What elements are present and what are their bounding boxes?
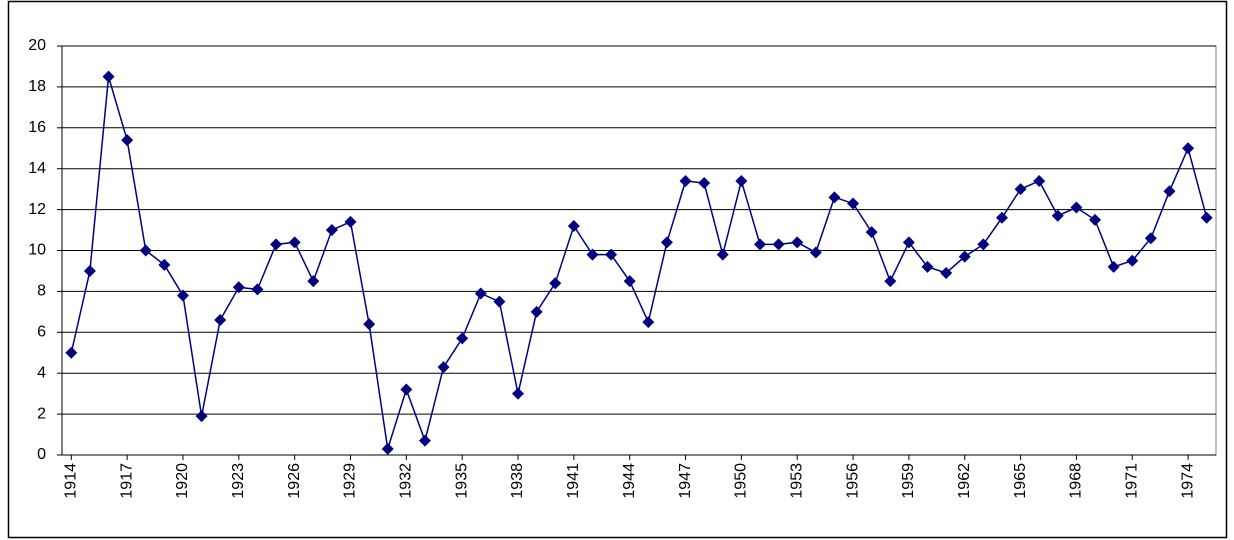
x-tick-label: 1947 [677, 463, 694, 499]
x-tick-label: 1938 [509, 463, 526, 499]
data-point [344, 215, 357, 228]
data-point [623, 275, 636, 288]
data-point [530, 305, 543, 318]
data-point [605, 248, 618, 261]
data-point [65, 346, 78, 359]
y-tick-label: 2 [37, 405, 46, 422]
x-tick-label: 1932 [398, 463, 415, 499]
y-tick-label: 14 [28, 160, 46, 177]
data-point [642, 316, 655, 329]
x-tick-label: 1968 [1068, 463, 1085, 499]
x-tick-label: 1920 [174, 463, 191, 499]
y-tick-label: 16 [28, 119, 46, 136]
data-point [753, 238, 766, 251]
data-point [102, 70, 115, 83]
data-point [698, 177, 711, 190]
x-tick-label: 1923 [230, 463, 247, 499]
data-point [288, 236, 301, 249]
data-point [884, 275, 897, 288]
data-point [176, 289, 189, 302]
data-point [325, 224, 338, 237]
x-tick-label: 1941 [565, 463, 582, 499]
data-point [679, 174, 692, 187]
y-tick-label: 12 [28, 201, 46, 218]
data-point [1033, 174, 1046, 187]
data-point [251, 283, 264, 296]
x-tick-label: 1950 [733, 463, 750, 499]
data-point [791, 236, 804, 249]
data-point [400, 383, 413, 396]
data-point [977, 238, 990, 251]
data-point [1200, 211, 1213, 224]
data-point [232, 281, 245, 294]
x-tick-label: 1971 [1123, 463, 1140, 499]
data-point [1182, 142, 1195, 155]
data-point [847, 197, 860, 210]
data-point [1126, 254, 1139, 267]
data-point [995, 211, 1008, 224]
y-tick-label: 0 [37, 446, 46, 463]
data-point [958, 250, 971, 263]
data-point [363, 318, 376, 331]
x-tick-label: 1959 [900, 463, 917, 499]
data-point [828, 191, 841, 204]
data-point [381, 442, 394, 455]
data-point [307, 275, 320, 288]
data-point [940, 266, 953, 279]
y-tick-label: 8 [37, 283, 46, 300]
data-point [83, 264, 96, 277]
data-point [474, 287, 487, 300]
x-tick-label: 1974 [1179, 463, 1196, 499]
x-tick-label: 1926 [286, 463, 303, 499]
data-point [772, 238, 785, 251]
data-point [586, 248, 599, 261]
data-point [139, 244, 152, 257]
data-point [921, 260, 934, 273]
data-point [549, 277, 562, 290]
x-tick-label: 1917 [118, 463, 135, 499]
data-point [1014, 183, 1027, 196]
data-point [437, 361, 450, 374]
data-point [902, 236, 915, 249]
data-point [418, 434, 431, 447]
x-tick-label: 1962 [956, 463, 973, 499]
data-point [865, 226, 878, 239]
y-tick-label: 6 [37, 324, 46, 341]
data-point [1051, 209, 1064, 222]
x-tick-label: 1935 [453, 463, 470, 499]
data-point [1070, 201, 1083, 214]
x-tick-label: 1944 [621, 463, 638, 499]
data-point [493, 295, 506, 308]
data-point [195, 410, 208, 423]
x-tick-label: 1929 [342, 463, 359, 499]
data-point [735, 174, 748, 187]
data-point [456, 332, 469, 345]
data-point [716, 248, 729, 261]
y-tick-label: 10 [28, 242, 46, 259]
data-point [1144, 232, 1157, 245]
data-point [567, 219, 580, 232]
data-point [270, 238, 283, 251]
x-tick-label: 1965 [1012, 463, 1029, 499]
x-tick-label: 1914 [63, 463, 80, 499]
data-line [70, 76, 1208, 450]
y-tick-label: 18 [28, 78, 46, 95]
data-point [1107, 260, 1120, 273]
data-point [1089, 213, 1102, 226]
y-tick-label: 4 [37, 364, 46, 381]
data-point [809, 246, 822, 259]
data-point [214, 314, 227, 327]
data-point [660, 236, 673, 249]
data-point [121, 134, 134, 147]
y-tick-label: 20 [28, 37, 46, 54]
data-point [158, 258, 171, 271]
data-point [512, 387, 525, 400]
data-point [1163, 185, 1176, 198]
x-tick-label: 1956 [844, 463, 861, 499]
x-tick-label: 1953 [788, 463, 805, 499]
